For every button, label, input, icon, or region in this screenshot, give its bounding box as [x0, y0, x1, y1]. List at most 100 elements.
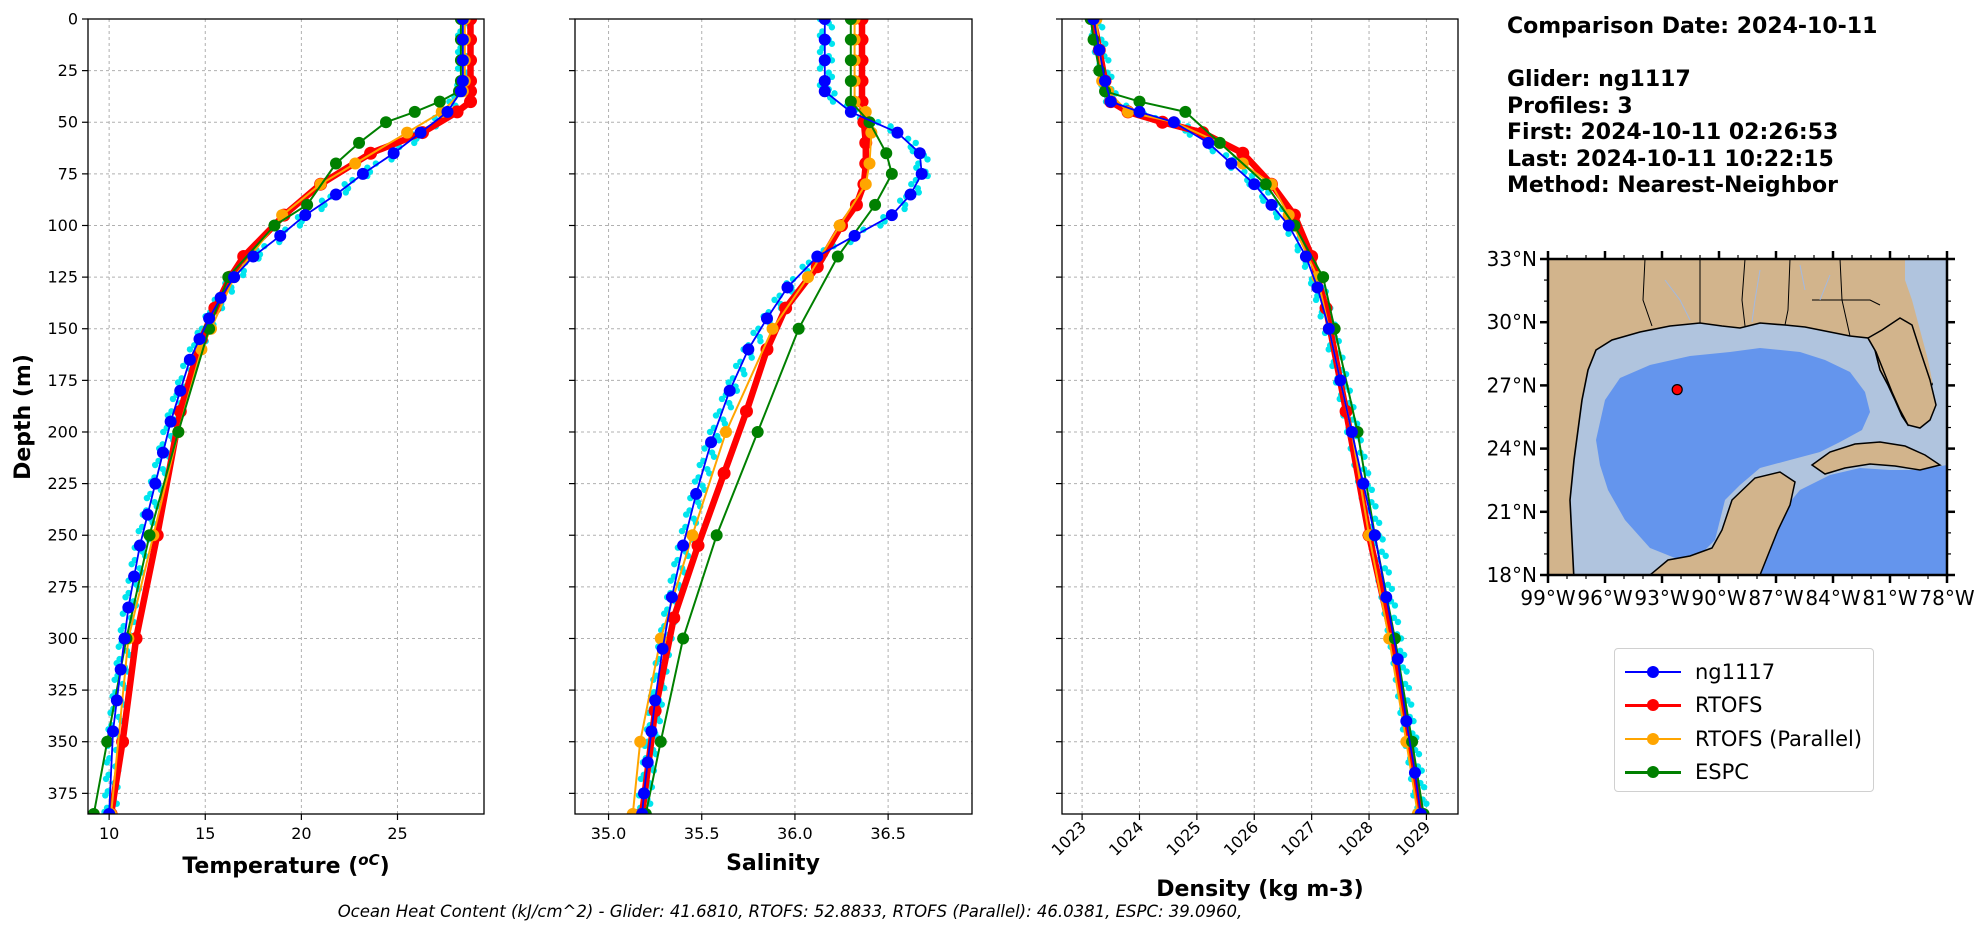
- series-point-glider: [456, 19, 469, 25]
- series-point-rtofs-parallel: [634, 735, 647, 748]
- raw-glider-point: [828, 40, 836, 47]
- raw-glider-point: [1375, 519, 1383, 527]
- legend-dot: [1647, 699, 1659, 712]
- series-point-rtofs-parallel: [719, 425, 732, 438]
- raw-glider-point: [122, 593, 129, 601]
- raw-glider-point: [741, 370, 748, 378]
- raw-glider-point: [1209, 147, 1216, 155]
- series-point-espc: [1213, 136, 1226, 149]
- x-tick-label: 1029: [1392, 817, 1434, 859]
- series-point-glider: [110, 694, 123, 707]
- series-point-rtofs-parallel: [686, 529, 699, 542]
- map-lon-label: 78°W: [1919, 586, 1974, 610]
- raw-glider-point: [143, 494, 151, 502]
- series-point-glider: [636, 808, 649, 814]
- y-tick-label: 350: [47, 732, 78, 751]
- y-tick-label: 275: [47, 577, 78, 596]
- series-point-glider: [904, 188, 917, 201]
- raw-glider-point: [828, 24, 836, 31]
- raw-glider-point: [1415, 750, 1423, 758]
- series-point-glider: [1408, 766, 1421, 779]
- raw-glider-point: [901, 205, 908, 213]
- map-lat-label: 27°N: [1487, 373, 1537, 397]
- series-point-glider: [915, 167, 928, 180]
- legend-label: RTOFS (Parallel): [1695, 726, 1863, 751]
- series-point-espc: [143, 529, 156, 542]
- series-point-glider: [1334, 374, 1347, 387]
- salinity-series: [626, 19, 928, 814]
- series-point-glider: [641, 756, 654, 769]
- x-tick-label: 35.5: [684, 824, 720, 843]
- series-point-glider: [818, 74, 831, 87]
- raw-glider-point: [111, 676, 118, 683]
- series-point-espc: [654, 735, 667, 748]
- x-tick-label: 10: [99, 824, 119, 843]
- series-point-glider: [114, 663, 127, 676]
- raw-glider-point: [1364, 470, 1372, 477]
- series-point-glider: [1299, 250, 1312, 263]
- raw-glider-point: [721, 420, 729, 427]
- legend-dot: [1647, 766, 1659, 779]
- legend-swatch-rtofs-parallel: [1625, 729, 1681, 749]
- raw-glider-point: [411, 139, 418, 147]
- legend-swatch-rtofs: [1625, 695, 1681, 715]
- series-point-rtofs-parallel: [766, 322, 779, 335]
- raw-glider-point: [1384, 581, 1392, 588]
- info-panel: Comparison Date: 2024-10-11 Glider: ng11…: [1507, 14, 1877, 200]
- y-tick-label: 300: [47, 629, 78, 648]
- raw-glider-point: [816, 48, 824, 56]
- raw-glider-point: [160, 428, 167, 436]
- series-point-rtofs: [1236, 146, 1250, 160]
- raw-glider-point: [151, 461, 159, 469]
- method: Method: Nearest-Neighbor: [1507, 173, 1838, 198]
- depth-ylabel: Depth (m): [11, 354, 36, 480]
- series-point-espc: [710, 529, 723, 542]
- raw-glider-point: [239, 271, 247, 279]
- map-lat-label: 30°N: [1487, 310, 1537, 334]
- series-point-glider: [705, 436, 718, 449]
- raw-glider-point: [732, 362, 740, 370]
- ohc-footer: Ocean Heat Content (kJ/cm^2) - Glider: 4…: [337, 902, 1243, 921]
- map-lon-label: 84°W: [1805, 586, 1860, 610]
- series-point-glider: [1400, 715, 1413, 728]
- x-tick-label: 36.5: [870, 824, 906, 843]
- x-tick-label: 35.0: [591, 824, 627, 843]
- series-point-glider: [1357, 477, 1370, 490]
- series-line-rtofs-parallel: [631, 19, 873, 814]
- series-point-espc: [792, 322, 805, 335]
- series-point-espc: [1388, 632, 1401, 645]
- raw-glider-point: [1407, 701, 1415, 708]
- series-point-glider: [677, 539, 690, 552]
- series-point-espc: [869, 198, 882, 211]
- legend-item-rtofs: RTOFS: [1625, 689, 1863, 723]
- y-tick-label: 325: [47, 681, 78, 700]
- legend-swatch-espc: [1625, 762, 1681, 782]
- raw-glider-point: [877, 222, 884, 229]
- raw-glider-point: [748, 354, 755, 361]
- raw-glider-point: [828, 73, 836, 81]
- series-point-rtofs: [648, 704, 662, 718]
- y-tick-label: 25: [58, 61, 78, 80]
- raw-glider-point: [660, 610, 668, 617]
- raw-glider-point: [1372, 503, 1379, 510]
- raw-glider-point: [454, 65, 462, 72]
- raw-glider-point: [1420, 783, 1428, 791]
- series-point-glider: [228, 271, 241, 284]
- density-xlabel: Density (kg m-3): [1156, 877, 1364, 902]
- comparison-date: Comparison Date: 2024-10-11: [1507, 14, 1878, 39]
- first-time: First: 2024-10-11 02:26:53: [1507, 120, 1839, 145]
- series-point-rtofs-parallel: [801, 271, 814, 284]
- map-glider-marker: [1671, 384, 1683, 396]
- series-point-espc: [433, 95, 446, 108]
- series-point-espc: [408, 105, 421, 118]
- map-lon-label: 90°W: [1691, 586, 1746, 610]
- temperature-xlabel-close: ): [380, 854, 390, 879]
- raw-glider-point: [228, 288, 236, 295]
- series-point-espc: [1406, 735, 1419, 748]
- series-point-espc: [268, 219, 281, 232]
- raw-glider-point: [924, 156, 931, 163]
- series-point-glider: [183, 353, 196, 366]
- y-tick-label: 125: [47, 268, 78, 287]
- series-point-glider: [247, 250, 260, 263]
- series-point-rtofs: [859, 136, 873, 150]
